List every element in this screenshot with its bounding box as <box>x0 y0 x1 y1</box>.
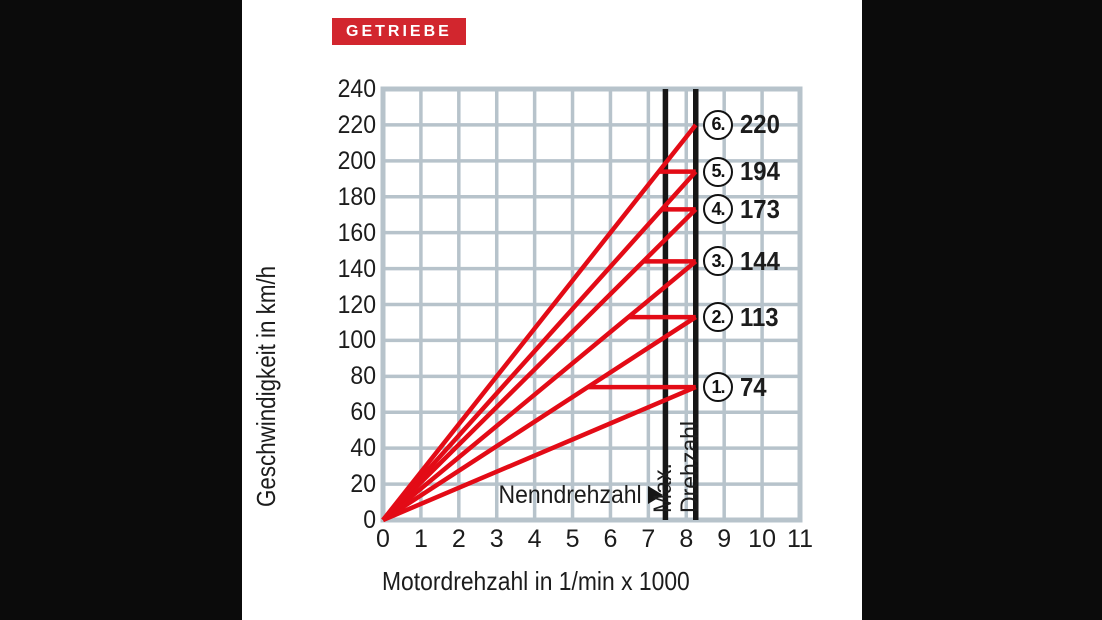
x-axis-title: Motordrehzahl in 1/min x 1000 <box>382 566 690 596</box>
y-tick-220: 220 <box>337 110 376 139</box>
gear-label-3: 3. 144 <box>703 245 783 277</box>
x-tick-5: 5 <box>565 525 580 553</box>
y-tick-20: 20 <box>350 470 376 499</box>
x-tick-2: 2 <box>451 525 466 553</box>
nenndrehzahl-label: Nenndrehzahl <box>482 481 663 509</box>
article-canvas: GETRIEBE Geschwindigkeit in km/h Motordr… <box>242 0 862 620</box>
y-tick-40: 40 <box>350 434 376 463</box>
gear-number-circle: 6. <box>703 109 733 140</box>
gear-label-4: 4. 173 <box>703 193 783 225</box>
gear-number-circle: 4. <box>703 194 733 225</box>
y-tick-160: 160 <box>337 218 376 247</box>
x-tick-4: 4 <box>527 525 542 553</box>
section-banner-label: GETRIEBE <box>346 22 452 40</box>
y-tick-240: 240 <box>337 75 376 103</box>
gear-line-1 <box>382 385 697 523</box>
x-tick-10: 10 <box>748 525 776 553</box>
gear-top-speed: 74 <box>740 371 767 402</box>
max-drehzahl-line2: Drehzahl <box>676 420 704 513</box>
gear-top-speed: 220 <box>740 109 780 140</box>
gear-speed-chart: Geschwindigkeit in km/h Motordrehzahl in… <box>242 0 862 620</box>
nenndrehzahl-text: Nenndrehzahl <box>498 480 642 509</box>
y-tick-0: 0 <box>363 506 376 534</box>
gear-line-2 <box>381 315 697 522</box>
gear-top-speed: 173 <box>740 193 780 224</box>
right-arrow-icon <box>648 486 663 504</box>
gear-line-3 <box>381 259 698 522</box>
gear-label-2: 2. 113 <box>703 301 782 333</box>
y-tick-80: 80 <box>350 362 376 391</box>
gear-top-speed: 194 <box>740 156 780 187</box>
gear-label-6: 6. 220 <box>703 109 783 140</box>
gear-top-speed: 113 <box>740 301 779 332</box>
gear-line-6 <box>381 123 698 522</box>
gear-number-circle: 1. <box>703 372 733 403</box>
x-tick-1: 1 <box>413 525 428 553</box>
gear-line-4 <box>381 207 698 522</box>
x-tick-0: 0 <box>376 525 390 553</box>
y-tick-120: 120 <box>337 290 376 319</box>
plot-frame <box>380 86 803 523</box>
x-tick-7: 7 <box>641 525 656 553</box>
section-banner: GETRIEBE <box>332 18 466 45</box>
x-tick-9: 9 <box>717 525 732 553</box>
x-tick-11: 11 <box>787 525 813 553</box>
gear-top-speed: 144 <box>740 245 780 276</box>
y-axis-title: Geschwindigkeit in km/h <box>251 265 281 507</box>
x-tick-6: 6 <box>603 525 618 553</box>
y-tick-200: 200 <box>337 146 376 175</box>
y-tick-180: 180 <box>337 182 376 211</box>
max-drehzahl-label: Max. Drehzahl <box>649 420 704 513</box>
gear-number-circle: 2. <box>703 302 733 333</box>
y-tick-140: 140 <box>337 254 376 283</box>
y-tick-60: 60 <box>350 398 376 427</box>
gear-number-circle: 3. <box>703 246 733 277</box>
gear-line-5 <box>381 170 698 522</box>
gear-label-1: 1. 74 <box>703 371 769 403</box>
x-tick-3: 3 <box>489 525 504 553</box>
gear-label-5: 5. 194 <box>703 156 783 187</box>
max-drehzahl-line1: Max. <box>649 463 677 513</box>
x-tick-8: 8 <box>679 525 694 553</box>
y-tick-100: 100 <box>337 326 376 355</box>
gear-number-circle: 5. <box>703 156 733 187</box>
